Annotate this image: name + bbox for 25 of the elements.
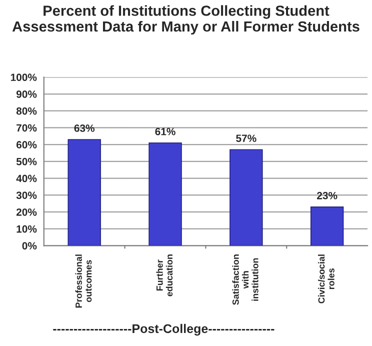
x-tick-label: Civic/social roles: [318, 254, 334, 304]
x-tick-label: Satisfaction with institution: [232, 254, 258, 305]
bar: [68, 139, 101, 246]
bar: [148, 142, 182, 246]
y-tick-label: 90%: [16, 90, 37, 98]
x-tick-label: Professional outcomes: [75, 254, 92, 308]
data-label: 57%: [236, 134, 256, 142]
x-axis-title: -------------------Post-College----------------: [53, 324, 274, 336]
y-tick-label: 20%: [16, 208, 37, 216]
y-tick-label: 0%: [22, 242, 37, 250]
y-tick-label: 60%: [16, 141, 37, 148]
bar: [310, 206, 344, 246]
y-tick-label: 30%: [16, 192, 37, 199]
y-tick-label: 100%: [10, 74, 37, 82]
y-tick-label: 40%: [16, 174, 37, 182]
y-tick-label: 70%: [16, 124, 37, 132]
y-tick-label: 80%: [16, 107, 37, 115]
data-label: 63%: [74, 124, 94, 132]
data-label: 61%: [155, 128, 176, 136]
chart-title: Percent of Institutions Collecting Student Assessment Data for Many or All Former Students: [12, 5, 360, 35]
bar: [230, 149, 263, 246]
y-tick-label: 50%: [16, 158, 37, 166]
x-tick-label: Further education: [156, 254, 173, 296]
data-label: 23%: [317, 192, 338, 200]
y-tick-label: 10%: [16, 225, 37, 233]
